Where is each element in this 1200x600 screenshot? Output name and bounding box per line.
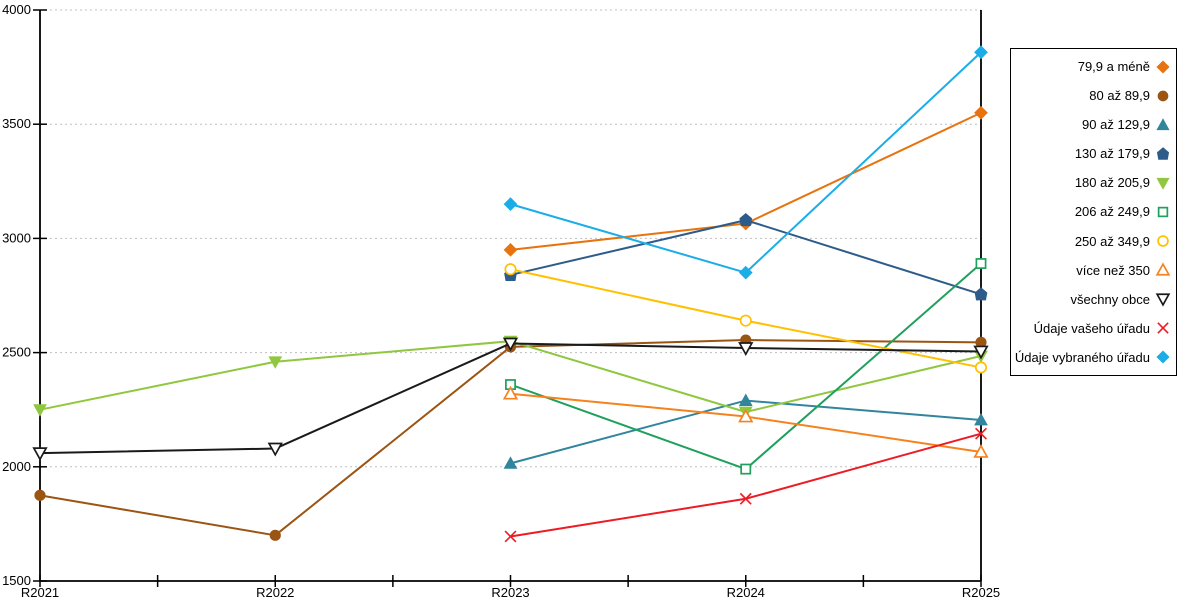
series-marker-triangle-up-icon bbox=[738, 408, 754, 423]
y-tick-label: 2000 bbox=[2, 459, 31, 474]
series-marker-circle-icon bbox=[1157, 235, 1169, 247]
series-marker-circle-icon bbox=[34, 489, 46, 501]
series-marker-pentagon-icon bbox=[739, 213, 753, 227]
y-tick-label: 1500 bbox=[2, 573, 31, 588]
legend-marker-icon bbox=[1157, 322, 1169, 334]
series-marker-pentagon-icon bbox=[974, 287, 988, 301]
series-marker-triangle-down-icon bbox=[738, 342, 754, 356]
series-marker-triangle-up-icon bbox=[1156, 117, 1170, 130]
legend-item: 80 až 89,9 bbox=[1015, 88, 1171, 104]
series-marker-triangle-up-icon bbox=[502, 385, 519, 400]
legend-marker-icon bbox=[1156, 59, 1170, 74]
series-marker-triangle-down-icon bbox=[1155, 293, 1171, 307]
series-marker-x-icon bbox=[504, 530, 517, 543]
series-marker-diamond-icon bbox=[503, 242, 518, 257]
series-marker-triangle-up-icon bbox=[738, 393, 753, 406]
series-marker-pentagon-icon bbox=[1156, 146, 1170, 160]
y-tick-label: 3500 bbox=[2, 116, 31, 131]
legend-item: všechny obce bbox=[1015, 291, 1171, 307]
series-marker-circle-icon bbox=[269, 529, 281, 541]
legend-marker-icon bbox=[1156, 177, 1170, 190]
legend-item-label: všechny obce bbox=[1070, 291, 1151, 307]
legend-item-label: 90 až 129,9 bbox=[1082, 117, 1150, 133]
series-line-6 bbox=[510, 262, 982, 471]
legend-marker-icon bbox=[1156, 117, 1170, 130]
x-tick-label: R2021 bbox=[21, 585, 59, 600]
x-tick-label: R2022 bbox=[256, 585, 294, 600]
series-marker-circle-icon bbox=[974, 361, 988, 374]
series-marker-triangle-down-icon bbox=[973, 345, 989, 360]
series-marker-triangle-up-icon bbox=[503, 456, 518, 469]
series-marker-x-icon bbox=[975, 427, 987, 440]
legend-item: 250 až 349,9 bbox=[1015, 233, 1171, 249]
legend-marker-icon bbox=[1157, 90, 1169, 101]
series-marker-circle-icon bbox=[504, 263, 517, 276]
series-marker-diamond-icon bbox=[1156, 59, 1170, 74]
series-line-2 bbox=[39, 339, 982, 537]
y-tick-label: 4000 bbox=[2, 2, 31, 17]
series-marker-triangle-down-icon bbox=[268, 356, 283, 369]
series-marker-triangle-up-icon bbox=[973, 443, 989, 458]
series-marker-triangle-down-icon bbox=[267, 442, 283, 457]
legend-item-label: Údaje vašeho úřadu bbox=[1033, 320, 1150, 336]
legend-item: více než 350 bbox=[1015, 262, 1171, 278]
x-tick-label: R2025 bbox=[962, 585, 1000, 600]
series-marker-triangle-up-icon bbox=[974, 412, 988, 426]
series-marker-diamond-icon bbox=[974, 105, 988, 120]
legend-item: 79,9 a méně bbox=[1015, 59, 1171, 75]
series-line-11 bbox=[510, 51, 982, 274]
series-marker-diamond-icon bbox=[738, 265, 753, 280]
series-marker-square-icon bbox=[740, 463, 752, 475]
series-marker-square-icon bbox=[975, 258, 987, 269]
legend-item: 130 až 179,9 bbox=[1015, 146, 1171, 162]
legend-item-label: více než 350 bbox=[1076, 262, 1150, 278]
series-marker-circle-icon bbox=[1157, 90, 1169, 101]
series-line-10 bbox=[510, 432, 982, 538]
legend-item: Údaje vybraného úřadu bbox=[1015, 349, 1171, 365]
legend: 79,9 a méně 80 až 89,9 90 až 129,9 130 až 1… bbox=[1010, 48, 1177, 376]
legend-item: 180 až 205,9 bbox=[1015, 175, 1171, 191]
legend-marker-icon bbox=[1156, 350, 1170, 364]
series-marker-circle-icon bbox=[739, 314, 752, 327]
series-marker-triangle-down-icon bbox=[33, 404, 47, 417]
legend-item-label: Údaje vybraného úřadu bbox=[1014, 349, 1150, 365]
legend-item: Údaje vašeho úřadu bbox=[1015, 320, 1171, 336]
series-marker-triangle-down-icon bbox=[32, 447, 48, 462]
legend-item: 90 až 129,9 bbox=[1015, 117, 1171, 133]
legend-marker-icon bbox=[1155, 262, 1171, 276]
legend-item-label: 80 až 89,9 bbox=[1089, 88, 1150, 104]
legend-marker-icon bbox=[1155, 293, 1171, 307]
series-marker-x-icon bbox=[739, 492, 752, 505]
series-marker-diamond-icon bbox=[1156, 350, 1170, 364]
series-marker-x-icon bbox=[1157, 322, 1169, 334]
legend-item-label: 130 až 179,9 bbox=[1074, 146, 1150, 162]
legend-item-label: 206 až 249,9 bbox=[1074, 204, 1150, 220]
series-marker-diamond-icon bbox=[974, 45, 988, 60]
legend-item-label: 250 až 349,9 bbox=[1074, 233, 1150, 249]
y-tick-label: 3000 bbox=[2, 230, 31, 245]
legend-item: 206 až 249,9 bbox=[1015, 204, 1171, 220]
legend-item-label: 180 až 205,9 bbox=[1074, 175, 1150, 191]
series-marker-triangle-up-icon bbox=[1155, 262, 1171, 276]
series-line-4 bbox=[510, 219, 982, 296]
series-marker-triangle-down-icon bbox=[502, 337, 519, 352]
legend-item-label: 79,9 a méně bbox=[1077, 59, 1150, 75]
series-marker-square-icon bbox=[1157, 206, 1169, 218]
legend-marker-icon bbox=[1157, 206, 1169, 218]
series-marker-triangle-down-icon bbox=[1156, 177, 1170, 190]
y-tick-label: 2500 bbox=[2, 345, 31, 360]
series-marker-diamond-icon bbox=[503, 197, 518, 212]
x-tick-label: R2024 bbox=[727, 585, 765, 600]
legend-marker-icon bbox=[1157, 235, 1169, 247]
x-tick-label: R2023 bbox=[491, 585, 529, 600]
legend-marker-icon bbox=[1156, 146, 1170, 160]
